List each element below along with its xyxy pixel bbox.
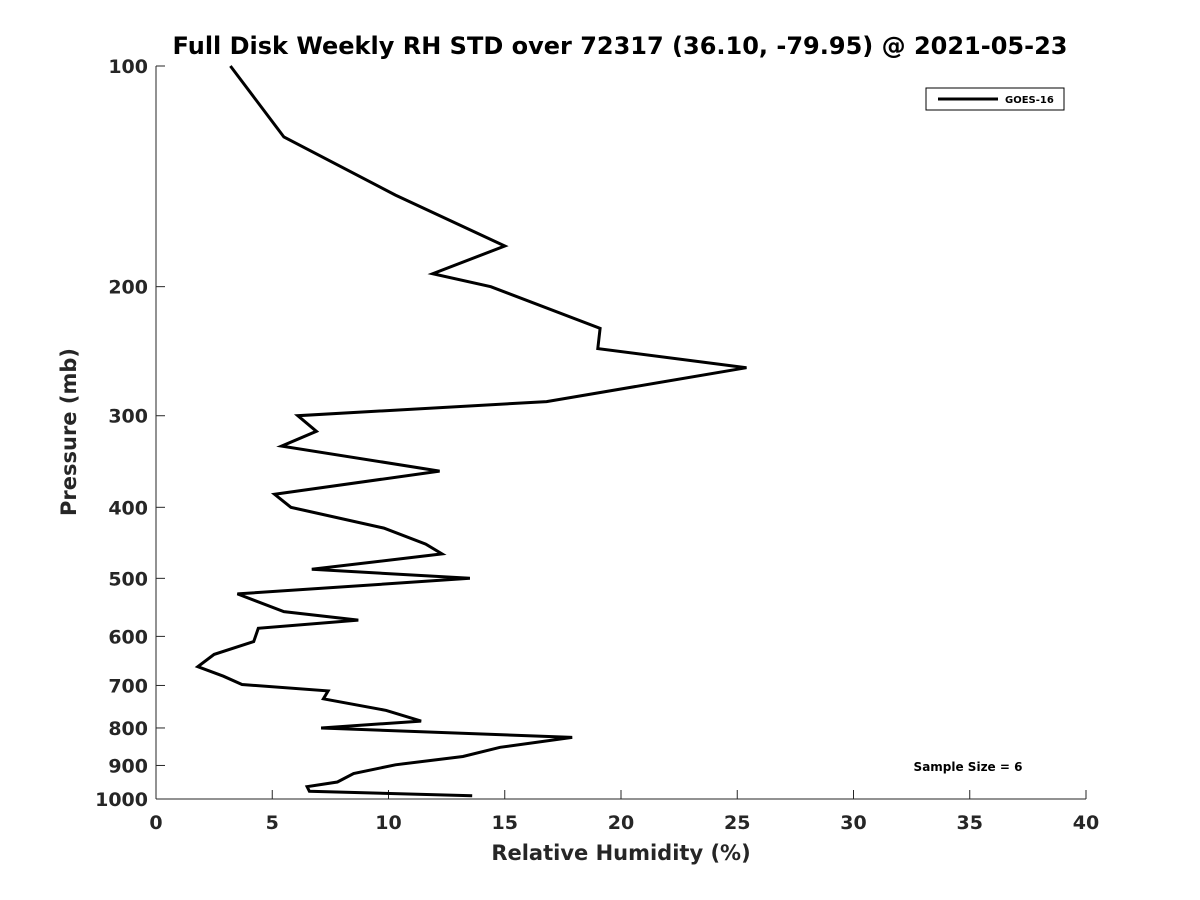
y-tick-label: 800	[108, 718, 148, 740]
x-axis-label: Relative Humidity (%)	[491, 841, 750, 865]
goes-16-series-line	[194, 65, 747, 798]
chart-title: Full Disk Weekly RH STD over 72317 (36.1…	[173, 32, 1068, 60]
x-tick-label: 30	[840, 812, 866, 834]
x-tick-label: 5	[266, 812, 279, 834]
x-tick-label: 25	[724, 812, 750, 834]
y-tick-label: 500	[108, 568, 148, 590]
x-tick-label: 20	[608, 812, 634, 834]
y-tick-label: 700	[108, 675, 148, 697]
legend-label-goes-16: GOES-16	[1005, 95, 1054, 106]
x-tick-label: 40	[1073, 812, 1099, 834]
x-tick-label: 10	[375, 812, 401, 834]
y-tick-label: 300	[108, 406, 148, 428]
y-tick-label: 900	[108, 755, 148, 777]
x-tick-label: 35	[957, 812, 983, 834]
x-ticks: 0 5 10 15 20 25 30 35 40	[149, 790, 1099, 834]
y-ticks: 100 200 300 400 500 600 700 800 900 1000	[95, 56, 165, 811]
y-tick-label: 100	[108, 56, 148, 78]
y-tick-label: 1000	[95, 789, 148, 811]
x-tick-label: 0	[149, 812, 162, 834]
y-tick-label: 400	[108, 497, 148, 519]
plot-area: 0 5 10 15 20 25 30 35 40 100 200 300 400 500 600 700 80…	[95, 56, 1099, 834]
y-axis-label: Pressure (mb)	[57, 348, 81, 516]
legend: GOES-16	[925, 87, 1065, 111]
x-tick-label: 15	[492, 812, 518, 834]
y-tick-label: 200	[108, 277, 148, 299]
y-tick-label: 600	[108, 626, 148, 648]
sample-size-annotation: Sample Size = 6	[914, 760, 1023, 774]
